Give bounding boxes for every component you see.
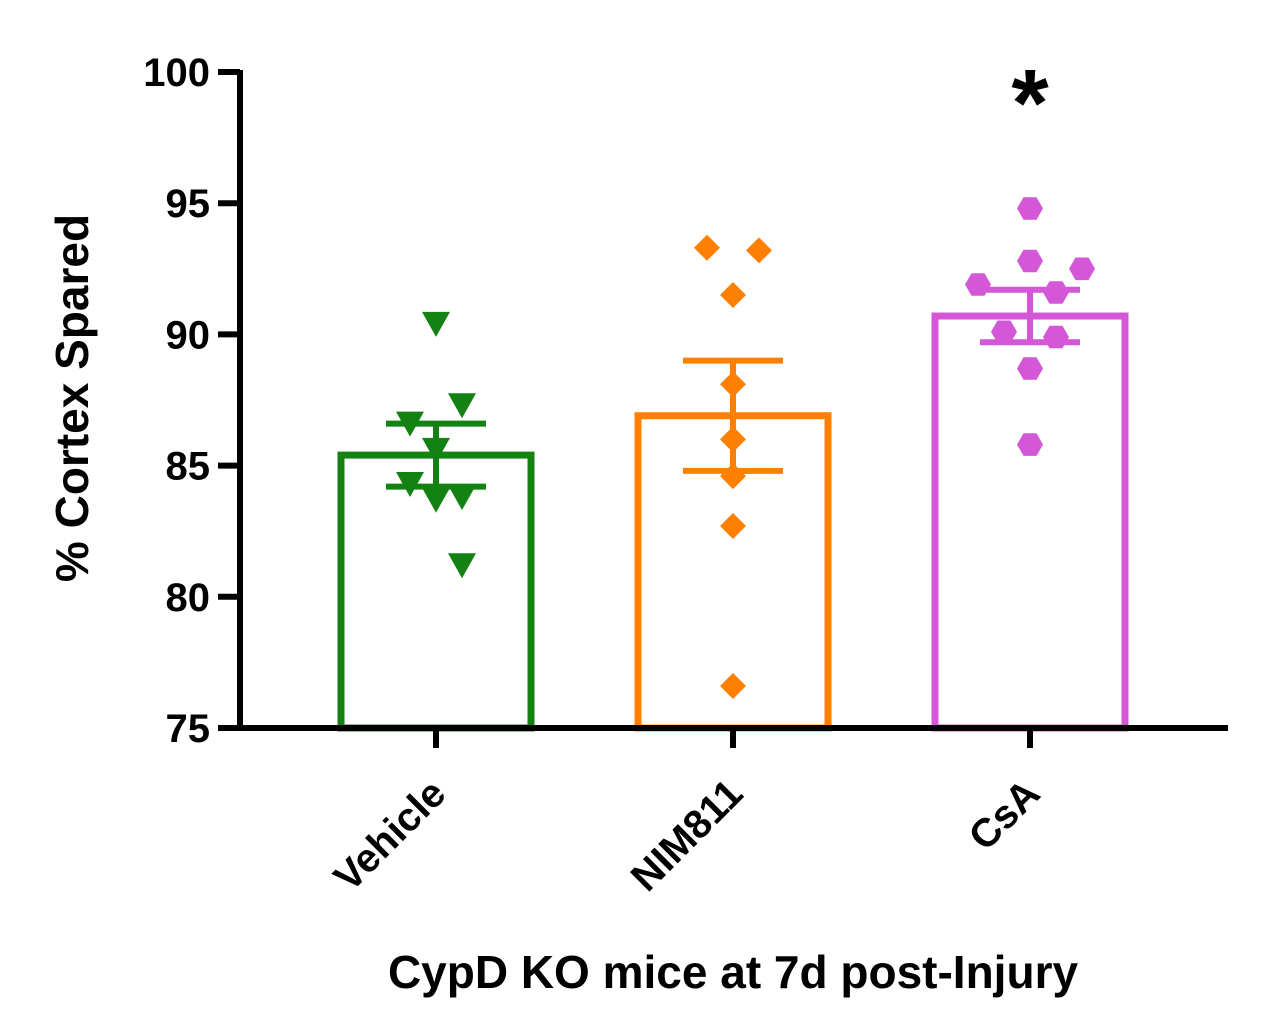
y-ticks-layer: 75 80 85 90 95 100 bbox=[143, 51, 240, 751]
data-point-csa bbox=[1043, 281, 1069, 304]
data-point-csa bbox=[965, 273, 991, 296]
data-points-layer bbox=[396, 197, 1095, 700]
significance-marker: * bbox=[1011, 50, 1049, 157]
data-point-vehicle bbox=[422, 487, 450, 513]
x-ticks-layer: Vehicle NIM811 CsA bbox=[326, 728, 1049, 900]
data-point-nim811 bbox=[720, 426, 746, 453]
data-point-vehicle bbox=[448, 553, 476, 579]
data-point-csa bbox=[1069, 257, 1095, 281]
data-point-csa bbox=[1043, 325, 1069, 349]
data-point-nim811 bbox=[746, 237, 772, 264]
data-point-csa bbox=[1017, 433, 1043, 456]
data-point-nim811 bbox=[720, 673, 746, 700]
data-point-nim811 bbox=[720, 371, 746, 398]
data-point-vehicle bbox=[448, 485, 476, 511]
x-tick-label-nim811: NIM811 bbox=[623, 771, 752, 900]
data-point-nim811 bbox=[720, 282, 746, 309]
data-point-vehicle bbox=[422, 437, 450, 463]
annotations-layer: * bbox=[1011, 50, 1049, 157]
data-point-csa bbox=[1017, 197, 1043, 220]
y-tick-label: 80 bbox=[166, 576, 211, 620]
data-point-vehicle bbox=[396, 411, 424, 437]
x-tick-label-vehicle: Vehicle bbox=[326, 771, 455, 900]
y-axis-title: % Cortex Spared bbox=[46, 214, 98, 582]
data-point-nim811 bbox=[720, 512, 746, 539]
y-tick-label: 85 bbox=[166, 445, 211, 489]
data-point-vehicle bbox=[448, 393, 476, 419]
data-point-vehicle bbox=[396, 471, 424, 497]
data-point-csa bbox=[1017, 249, 1043, 273]
y-tick-label: 100 bbox=[143, 51, 210, 95]
y-tick-label: 95 bbox=[166, 182, 211, 226]
data-point-nim811 bbox=[694, 234, 720, 261]
data-point-csa bbox=[1017, 357, 1043, 380]
x-axis-title: CypD KO mice at 7d post-Injury bbox=[388, 946, 1079, 998]
data-point-vehicle bbox=[422, 311, 450, 337]
y-tick-label: 90 bbox=[166, 313, 211, 357]
data-point-nim811 bbox=[720, 463, 746, 490]
x-tick-label-csa: CsA bbox=[961, 771, 1049, 859]
data-point-csa bbox=[991, 320, 1017, 343]
y-tick-label: 75 bbox=[166, 707, 211, 751]
